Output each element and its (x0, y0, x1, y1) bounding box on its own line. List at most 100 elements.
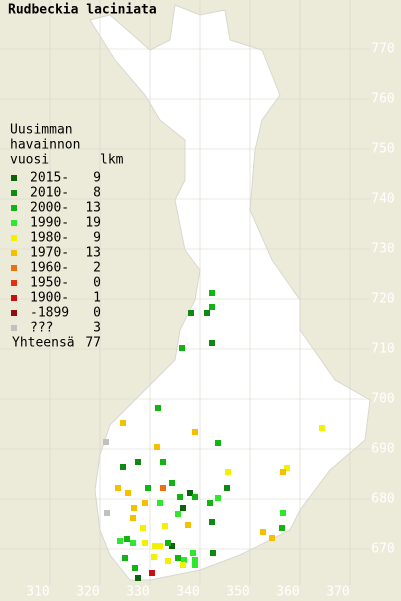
legend-label: 1960- (30, 261, 69, 276)
legend-count: 2 (93, 261, 101, 276)
observation (151, 554, 157, 560)
y-tick-label: 720 (371, 292, 394, 307)
legend-swatch (11, 175, 17, 181)
observation (215, 495, 221, 501)
x-tick-label: 330 (126, 585, 149, 600)
observation (180, 562, 186, 568)
legend-swatch (11, 295, 17, 301)
observation (155, 405, 161, 411)
legend-swatch (11, 310, 17, 316)
y-tick-label: 730 (371, 242, 394, 257)
observation (185, 522, 191, 528)
legend-count: 0 (93, 276, 101, 291)
total-label: Yhteensä (12, 336, 75, 351)
x-tick-label: 370 (326, 585, 349, 600)
observation (131, 505, 137, 511)
observation (179, 345, 185, 351)
observation (175, 511, 181, 517)
observation (269, 535, 275, 541)
legend-count: 0 (93, 306, 101, 321)
grid (0, 0, 370, 585)
observations (103, 290, 325, 581)
observation (115, 485, 121, 491)
observation (117, 538, 123, 544)
observation (130, 515, 136, 521)
observation (192, 562, 198, 568)
legend-label: 2000- (30, 201, 69, 216)
y-tick-label: 740 (371, 192, 394, 207)
legend-swatch (11, 220, 17, 226)
observation (135, 459, 141, 465)
observation (169, 543, 175, 549)
legend-label: 2015- (30, 171, 69, 186)
legend-heading: havainnon (10, 138, 80, 153)
legend-swatch (11, 250, 17, 256)
observation (319, 425, 325, 431)
observation (122, 555, 128, 561)
legend-count: 19 (85, 216, 101, 231)
legend-count: 3 (93, 321, 101, 336)
y-tick-label: 760 (371, 92, 394, 107)
x-tick-label: 320 (76, 585, 99, 600)
x-tick-label: 350 (226, 585, 249, 600)
observation (209, 340, 215, 346)
observation (284, 465, 290, 471)
legend-label: 1990- (30, 216, 69, 231)
observation (160, 459, 166, 465)
legend-count: 9 (93, 231, 101, 246)
observation (104, 510, 110, 516)
legend-label: 2010- (30, 186, 69, 201)
observation (120, 464, 126, 470)
legend-swatch (11, 190, 17, 196)
observation (187, 490, 193, 496)
observation (181, 557, 187, 563)
observation (130, 540, 136, 546)
count-heading: lkm (100, 153, 124, 168)
observation (125, 490, 131, 496)
observation (165, 558, 171, 564)
legend-swatch (11, 205, 17, 211)
y-tick-label: 770 (371, 42, 394, 57)
observation (180, 505, 186, 511)
observation (157, 500, 163, 506)
legend-swatch (11, 280, 17, 286)
observation (162, 523, 168, 529)
observation (103, 439, 109, 445)
legend-count: 13 (85, 201, 101, 216)
observation (209, 304, 215, 310)
y-tick-label: 690 (371, 442, 394, 457)
observation (210, 550, 216, 556)
legend-swatch (11, 325, 17, 331)
y-tick-label: 710 (371, 342, 394, 357)
observation (280, 469, 286, 475)
observation (225, 469, 231, 475)
legend-label: 1980- (30, 231, 69, 246)
observation (135, 575, 141, 581)
observation (142, 540, 148, 546)
observation (260, 529, 266, 535)
legend-count: 8 (93, 186, 101, 201)
observation (160, 485, 166, 491)
observation (177, 494, 183, 500)
x-tick-label: 340 (176, 585, 199, 600)
observation (215, 440, 221, 446)
title: Rudbeckia laciniata (8, 3, 157, 18)
observation (224, 485, 230, 491)
legend-label: 1900- (30, 291, 69, 306)
observation (132, 565, 138, 571)
observation (142, 500, 148, 506)
x-tick-label: 360 (276, 585, 299, 600)
observation (209, 290, 215, 296)
observation (192, 429, 198, 435)
legend-label: ??? (30, 321, 53, 336)
observation (192, 494, 198, 500)
legend-swatch (11, 235, 17, 241)
y-tick-label: 670 (371, 542, 394, 557)
x-tick-label: 310 (26, 585, 49, 600)
legend-count: 9 (93, 171, 101, 186)
observation (120, 420, 126, 426)
observation (157, 543, 163, 549)
observation (188, 310, 194, 316)
observation (204, 310, 210, 316)
